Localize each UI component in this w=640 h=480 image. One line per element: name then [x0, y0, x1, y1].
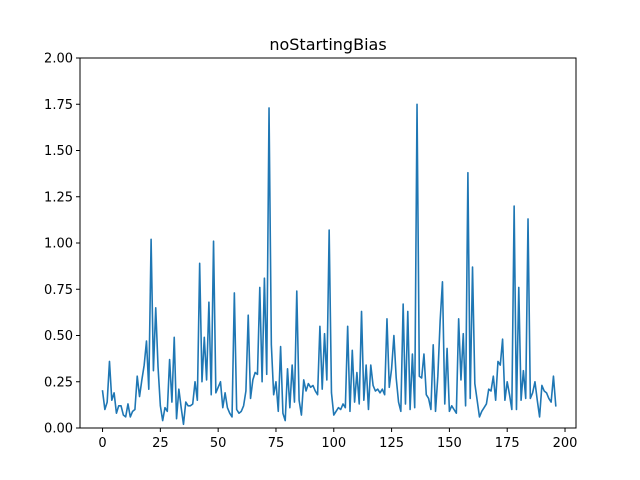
- y-tick-label: 0.00: [44, 422, 73, 437]
- x-tick-label: 125: [379, 436, 404, 451]
- x-tick-label: 75: [268, 436, 285, 451]
- y-tick-label: 2.00: [44, 52, 73, 67]
- x-tick-label: 100: [321, 436, 346, 451]
- y-tick-label: 1.25: [44, 190, 73, 205]
- y-tick-label: 1.00: [44, 237, 73, 252]
- y-tick-label: 0.25: [44, 375, 73, 390]
- y-tick-label: 1.75: [44, 98, 73, 113]
- y-axis: 0.00 0.25 0.50 0.75 1.00 1.25 1.50 1.75 2.00: [44, 52, 80, 437]
- y-tick-label: 0.75: [44, 283, 73, 298]
- x-tick-label: 200: [553, 436, 578, 451]
- chart-title: noStartingBias: [269, 35, 386, 54]
- y-tick-label: 0.50: [44, 329, 73, 344]
- x-tick-label: 0: [98, 436, 106, 451]
- plot-frame: [79, 57, 577, 429]
- x-tick-label: 50: [210, 436, 227, 451]
- x-tick-label: 25: [152, 436, 169, 451]
- x-tick-label: 150: [437, 436, 462, 451]
- series-line-0: [101, 103, 557, 426]
- x-tick-label: 175: [495, 436, 520, 451]
- series-layer: [101, 103, 557, 426]
- y-tick-label: 1.50: [44, 144, 73, 159]
- x-axis: 0 25 50 75 100 125 150 175 200: [98, 428, 577, 451]
